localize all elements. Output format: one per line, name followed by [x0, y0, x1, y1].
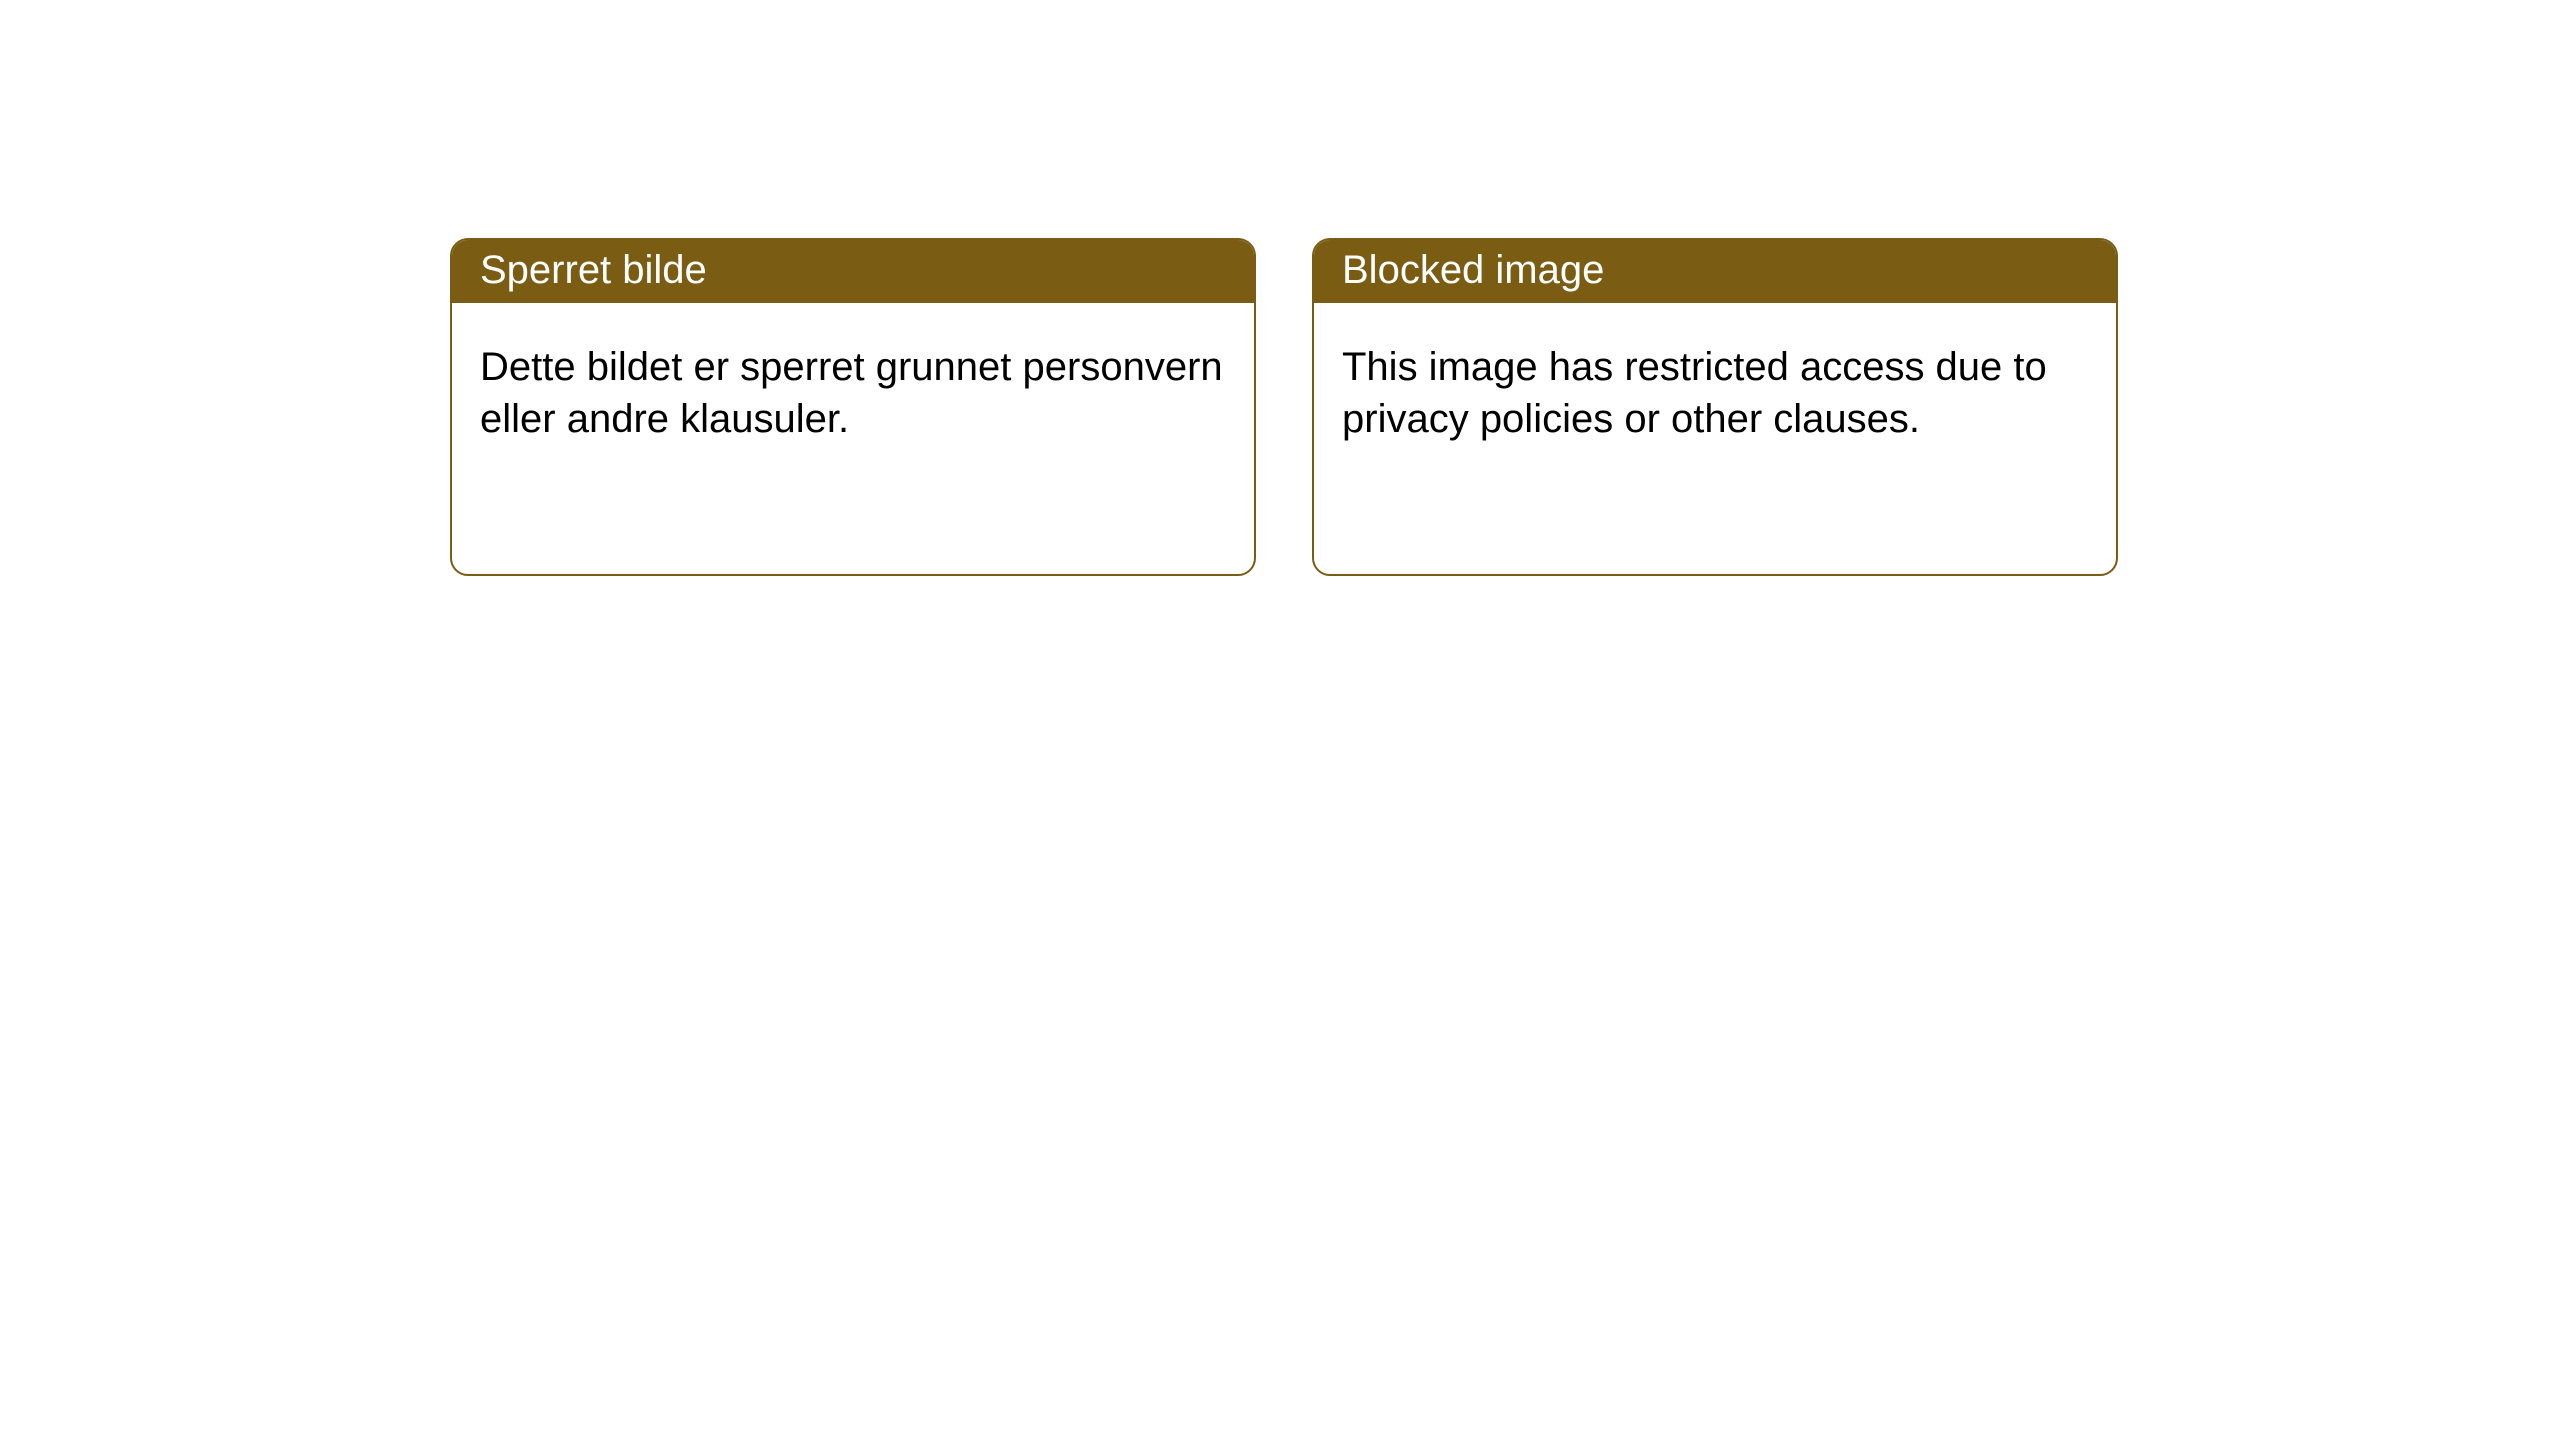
notice-card-title: Sperret bilde — [452, 240, 1254, 303]
notice-card-body: This image has restricted access due to … — [1314, 303, 2116, 473]
notice-container: Sperret bilde Dette bildet er sperret gr… — [0, 0, 2560, 576]
notice-card-english: Blocked image This image has restricted … — [1312, 238, 2118, 576]
notice-card-title: Blocked image — [1314, 240, 2116, 303]
notice-card-norwegian: Sperret bilde Dette bildet er sperret gr… — [450, 238, 1256, 576]
notice-card-body: Dette bildet er sperret grunnet personve… — [452, 303, 1254, 473]
